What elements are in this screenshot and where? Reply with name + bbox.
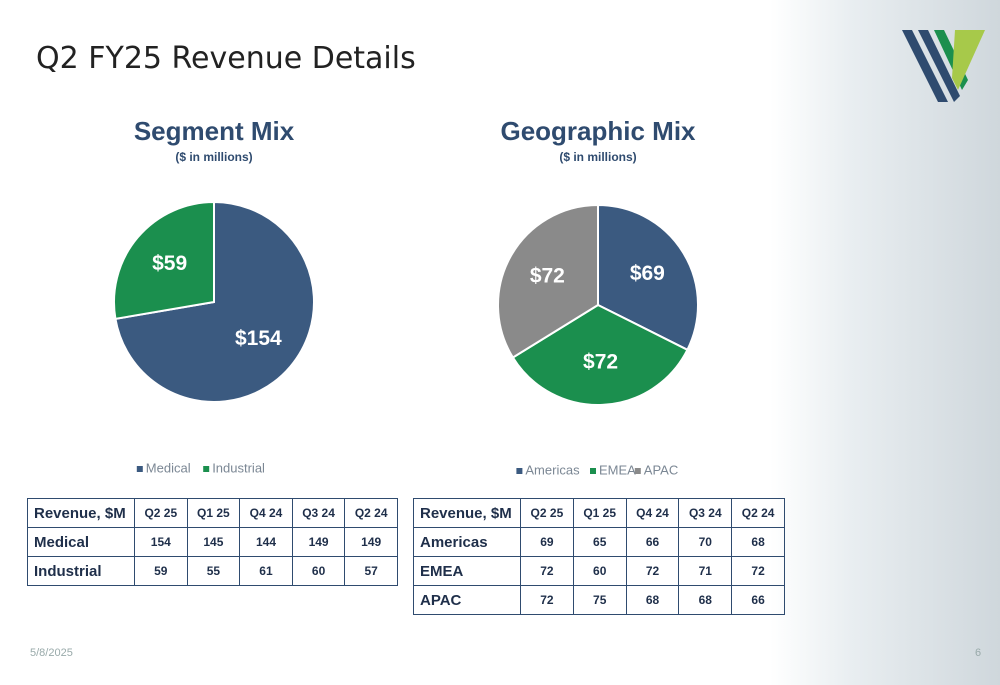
cell: 144	[239, 527, 293, 557]
header-row: Revenue, $M Q2 25 Q1 25 Q4 24 Q3 24 Q2 24	[413, 498, 785, 528]
cell: 66	[625, 527, 680, 557]
cell: Q2 25	[520, 498, 574, 528]
row-label: Revenue, $M	[413, 498, 521, 528]
data-row: EMEA 72 60 72 71 72	[413, 556, 785, 586]
revenue-table: Revenue, $M Q2 25 Q1 25 Q4 24 Q3 24 Q2 24 Amer…	[413, 498, 785, 615]
legend-label: EMEA	[599, 462, 636, 477]
cell: Q2 24	[344, 498, 398, 528]
row-label: Americas	[413, 527, 521, 557]
cell: 59	[134, 556, 188, 586]
cell: 68	[731, 527, 785, 557]
row-label: Industrial	[27, 556, 135, 586]
legend-swatch	[516, 468, 523, 474]
cell: 66	[731, 585, 785, 615]
chart-subtitle: ($ in millions)	[175, 150, 252, 164]
data-row: APAC 72 75 68 68 66	[413, 585, 785, 615]
cell: 72	[520, 556, 574, 586]
cell: 145	[186, 527, 241, 557]
cell: 65	[572, 527, 627, 557]
pie-slice	[497, 203, 599, 359]
cell: 72	[520, 585, 574, 615]
legend-label: Medical	[146, 460, 191, 475]
slice-label: $72	[583, 350, 618, 373]
legend-label: APAC	[644, 462, 678, 477]
chart-title: Geographic Mix	[500, 116, 696, 146]
chart-subtitle: ($ in millions)	[559, 150, 636, 164]
slice-label: $69	[630, 262, 665, 285]
cell: 70	[678, 527, 733, 557]
cell: Q1 25	[572, 498, 627, 528]
date: 5/8/2025	[30, 647, 73, 659]
cell: Q4 24	[625, 498, 680, 528]
slice-label: $154	[235, 327, 282, 350]
cell: 60	[572, 556, 627, 586]
cell: 68	[678, 585, 733, 615]
legend-label: Industrial	[212, 460, 265, 475]
slice-label: $59	[152, 252, 187, 275]
slice-label: $72	[530, 264, 565, 287]
cell: 61	[239, 556, 293, 586]
cell: 149	[344, 527, 398, 557]
row-label: EMEA	[413, 556, 521, 586]
logo	[902, 30, 985, 102]
cell: 154	[134, 527, 188, 557]
chart-title: Segment Mix	[134, 116, 295, 146]
row-label: APAC	[413, 585, 521, 615]
data-row: Americas 69 65 66 70 68	[413, 527, 785, 557]
cell: Q4 24	[239, 498, 293, 528]
pie-slice	[597, 203, 699, 352]
cell: Q3 24	[291, 498, 346, 528]
cell: 71	[678, 556, 733, 586]
cell: 69	[520, 527, 574, 557]
revenue-table: Revenue, $M Q2 25 Q1 25 Q4 24 Q3 24 Q2 24 Medi…	[27, 498, 398, 586]
cell: 68	[625, 585, 680, 615]
legend-swatch	[590, 468, 596, 474]
slide-title: Q2 FY25 Revenue Details	[36, 41, 416, 76]
row-label: Revenue, $M	[27, 498, 135, 528]
data-row: Industrial 59 55 61 60 57	[27, 556, 398, 586]
cell: 75	[572, 585, 627, 615]
cell: Q2 24	[731, 498, 785, 528]
legend-swatch	[634, 468, 641, 474]
legend-swatch	[203, 466, 210, 472]
cell: 149	[291, 527, 346, 557]
cell: 72	[731, 556, 785, 586]
pie-slice	[113, 200, 215, 321]
page-number: 6	[975, 647, 981, 659]
data-row: Medical 154 145 144 149 149	[27, 527, 398, 557]
cell: 55	[186, 556, 241, 586]
legend-swatch	[136, 466, 143, 472]
cell: 60	[291, 556, 346, 586]
legend-label: Americas	[525, 462, 580, 477]
row-label: Medical	[27, 527, 135, 557]
cell: Q3 24	[678, 498, 733, 528]
cell: Q1 25	[186, 498, 241, 528]
cell: 57	[344, 556, 398, 586]
pie-slice	[511, 303, 689, 406]
header-row: Revenue, $M Q2 25 Q1 25 Q4 24 Q3 24 Q2 24	[27, 498, 398, 528]
cell: 72	[625, 556, 680, 586]
cell: Q2 25	[134, 498, 188, 528]
background-photo	[770, 0, 1000, 685]
